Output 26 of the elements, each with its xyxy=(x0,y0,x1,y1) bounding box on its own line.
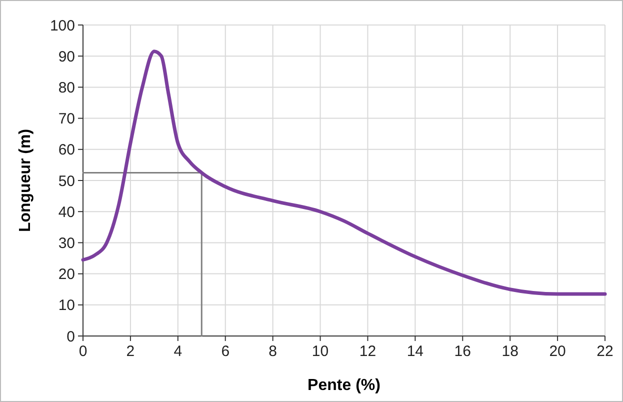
x-tick-label: 6 xyxy=(221,343,230,360)
x-tick-label: 22 xyxy=(596,343,614,360)
y-tick-label: 80 xyxy=(58,79,75,96)
x-axis-title: Pente (%) xyxy=(308,377,380,394)
y-tick-label: 70 xyxy=(58,110,75,128)
line-series xyxy=(81,50,607,296)
y-tick-label: 40 xyxy=(58,204,75,221)
x-tick-label: 20 xyxy=(549,343,566,360)
y-axis-title: Longueur (m) xyxy=(17,128,34,232)
y-tick-label: 90 xyxy=(58,48,75,66)
x-tick-label: 8 xyxy=(268,343,277,360)
x-tick-label: 18 xyxy=(502,343,518,360)
x-tick-label: 4 xyxy=(174,343,182,360)
y-tick-label: 20 xyxy=(58,266,75,284)
x-tick-label: 12 xyxy=(359,343,376,360)
x-tick-label: 14 xyxy=(406,343,424,360)
y-tick-label: 50 xyxy=(58,172,75,190)
x-tick-label: 10 xyxy=(312,343,329,360)
x-tick-label: 16 xyxy=(454,343,471,360)
x-tick-label: 2 xyxy=(126,343,135,360)
y-tick-label: 0 xyxy=(66,328,75,346)
y-tick-label: 60 xyxy=(58,142,75,159)
y-tick-label: 30 xyxy=(58,234,75,252)
y-tick-label: 10 xyxy=(58,297,75,314)
x-tick-label: 0 xyxy=(78,343,88,360)
y-tick-label: 100 xyxy=(50,17,75,34)
